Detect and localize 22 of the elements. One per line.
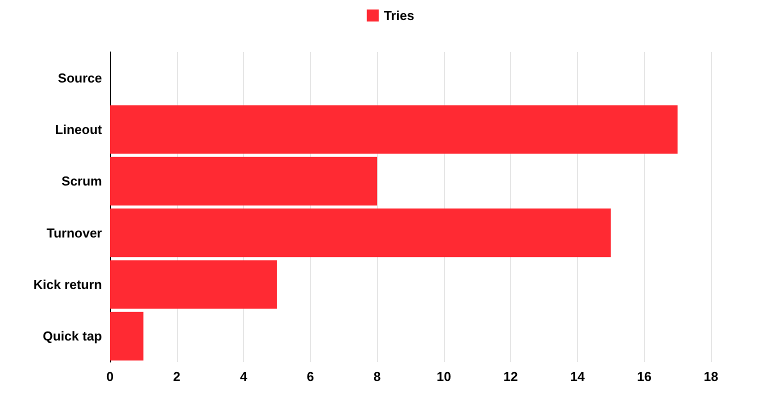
y-tick-label: Scrum [62, 174, 102, 189]
x-tick-label: 2 [173, 369, 180, 384]
y-tick-label: Source [58, 70, 102, 86]
x-tick-label: 18 [704, 369, 718, 384]
x-tick-label: 16 [636, 369, 652, 384]
y-tick-label: Turnover [46, 225, 102, 240]
y-tick-label: Lineout [55, 122, 103, 137]
bar [110, 312, 144, 360]
x-tick-label: 8 [373, 369, 381, 384]
legend-label: Tries [384, 8, 414, 23]
bar [110, 156, 378, 206]
bar [110, 105, 678, 154]
x-tick-label: 12 [503, 369, 518, 384]
x-tick-label: 14 [570, 369, 586, 384]
bar [110, 260, 277, 309]
x-tick-label: 10 [436, 369, 452, 384]
x-tick-label: 0 [106, 369, 114, 384]
x-tick-label: 6 [306, 369, 314, 384]
bar [110, 208, 611, 258]
x-tick-label: 4 [240, 369, 248, 384]
y-tick-label: Kick return [33, 277, 102, 292]
y-tick-label: Quick tap [42, 328, 102, 344]
